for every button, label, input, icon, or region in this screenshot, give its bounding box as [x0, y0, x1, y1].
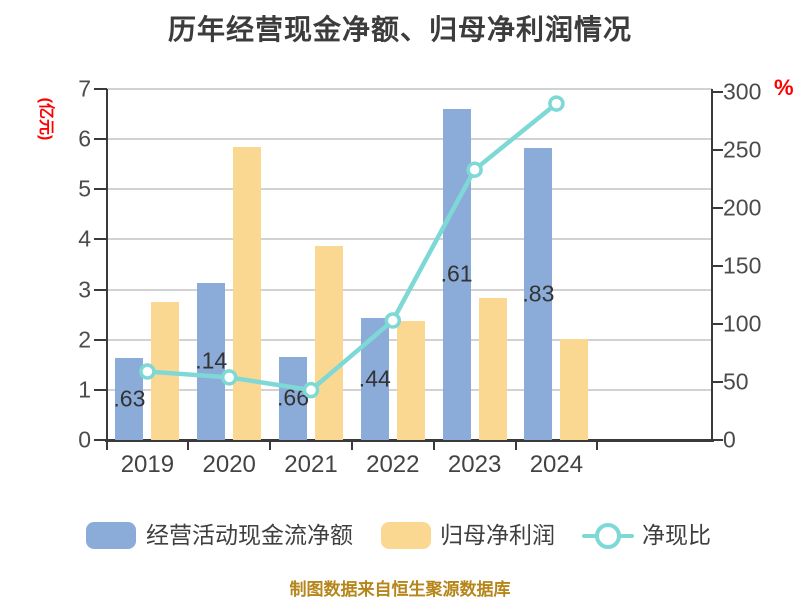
x-axis-tick	[596, 440, 599, 450]
y-axis-left-tick	[94, 439, 107, 441]
legend-swatch-net-profit	[381, 522, 431, 549]
x-axis-tick	[514, 440, 517, 450]
x-axis-tick	[105, 440, 108, 450]
bar-net-profit-2024	[560, 339, 589, 440]
chart-title: 历年经营现金净额、归母净利润情况	[167, 14, 632, 45]
x-axis-tick-label: 2021	[284, 451, 338, 478]
ratio-point-2024	[548, 95, 565, 112]
x-axis-tick	[269, 440, 272, 450]
y-axis-left-tick	[94, 338, 107, 341]
bar-value-label-2024: .83	[522, 280, 555, 307]
y-axis-right-tick-label: 150	[723, 252, 762, 279]
y-axis-right-tick-label: 300	[723, 78, 762, 105]
y-axis-right-tick-label: 200	[723, 194, 762, 221]
y-axis-left-tick	[94, 138, 107, 141]
y-axis-left-tick-label: 5	[78, 175, 91, 202]
x-axis-line	[105, 439, 714, 442]
x-axis-tick-label: 2024	[529, 451, 584, 478]
bar-net-profit-2022	[396, 321, 425, 440]
bar-net-profit-2019	[151, 301, 180, 440]
bar-value-label-2020: .14	[195, 347, 228, 374]
y-axis-left-line	[106, 89, 108, 442]
x-axis-tick	[432, 440, 435, 450]
y-axis-left-tick-label: 0	[78, 426, 91, 453]
x-axis-tick-label: 2019	[120, 451, 175, 478]
bar-net-profit-2021	[315, 246, 343, 440]
right-axis-unit-label: %	[774, 75, 794, 100]
y-axis-right-tick	[712, 323, 723, 325]
bar-net-profit-2023	[478, 297, 507, 440]
y-axis-right-tick	[712, 381, 723, 383]
y-axis-left-tick-label: 3	[78, 276, 91, 303]
data-source-caption: 制图数据来自恒生聚源数据库	[289, 580, 511, 599]
y-axis-left-tick-label: 6	[78, 125, 91, 152]
x-axis-tick-label: 2023	[447, 451, 502, 478]
gridline	[107, 138, 712, 141]
y-axis-left-tick-label: 4	[78, 225, 91, 252]
legend-label-ratio: 净现比	[642, 522, 711, 548]
bar-value-label-2019: .63	[113, 385, 146, 412]
y-axis-left-tick	[94, 88, 107, 90]
gridline	[107, 188, 712, 191]
y-axis-right-tick	[712, 265, 723, 267]
bar-value-label-2022: .44	[358, 365, 391, 392]
y-axis-right-tick-label: 50	[723, 368, 749, 395]
y-axis-right-tick	[712, 149, 723, 151]
y-axis-left-tick	[94, 388, 107, 391]
gridline	[107, 238, 712, 241]
y-axis-right-tick	[712, 439, 723, 441]
bar-operating-cashflow-2019	[115, 358, 144, 440]
y-axis-left-tick-label: 7	[78, 75, 91, 102]
legend-swatch-operating-cashflow	[86, 522, 136, 549]
bar-value-label-2021: .66	[277, 384, 309, 411]
y-axis-right-tick-label: 250	[723, 136, 762, 163]
gridline	[107, 88, 712, 90]
y-axis-right-tick-label: 100	[723, 310, 762, 337]
x-axis-tick-label: 2022	[366, 451, 420, 478]
y-axis-right-tick	[712, 207, 723, 209]
y-axis-left-tick	[94, 238, 107, 241]
legend-label-operating-cashflow: 经营活动现金流净额	[146, 522, 353, 548]
y-axis-left-tick-label: 2	[78, 326, 91, 353]
y-axis-right-tick-label: 0	[723, 426, 736, 453]
y-axis-left-tick	[94, 188, 107, 191]
legend-marker-ratio	[595, 523, 621, 549]
x-axis-tick-label: 2020	[202, 451, 256, 478]
bar-value-label-2023: .61	[440, 260, 473, 287]
y-axis-left-tick	[94, 288, 107, 291]
x-axis-tick	[187, 440, 190, 450]
bar-net-profit-2020	[233, 146, 262, 440]
y-axis-right-tick	[712, 91, 723, 93]
x-axis-tick	[350, 440, 353, 450]
legend-label-net-profit: 归母净利润	[440, 522, 555, 548]
y-axis-left-tick-label: 1	[78, 376, 91, 403]
